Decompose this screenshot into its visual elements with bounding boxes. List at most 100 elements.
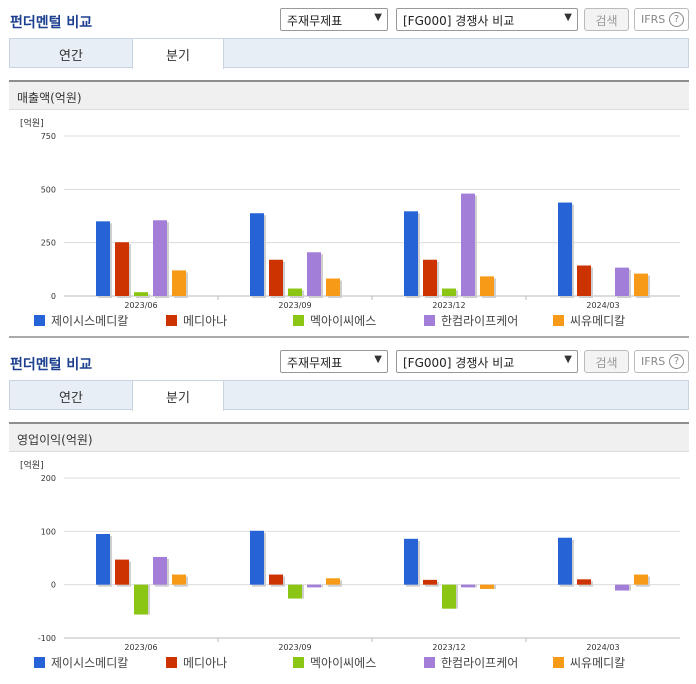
- x-tick-label: 2024/03: [586, 643, 619, 652]
- chart-title: 영업이익(억원): [17, 433, 93, 447]
- legend-item[interactable]: 제이시스메디칼: [34, 654, 128, 671]
- section-title: 펀더멘털 비교: [10, 15, 93, 31]
- chart-title-bar: 영업이익(억원): [9, 422, 689, 452]
- bar[interactable]: [442, 288, 456, 296]
- bar[interactable]: [558, 537, 572, 585]
- tab-quarter[interactable]: 분기: [132, 381, 224, 411]
- bar[interactable]: [461, 584, 475, 588]
- section-title: 펀더멘털 비교: [10, 357, 93, 373]
- bar[interactable]: [577, 265, 591, 296]
- bar[interactable]: [634, 574, 648, 585]
- bar[interactable]: [615, 584, 629, 591]
- legend-swatch: [424, 657, 435, 668]
- legend-item[interactable]: 제이시스메디칼: [34, 312, 128, 329]
- bar[interactable]: [404, 211, 418, 296]
- bar[interactable]: [480, 276, 494, 296]
- peer-group-select[interactable]: [FG000] 경쟁사 비교 ▼: [396, 8, 578, 31]
- legend-swatch: [293, 657, 304, 668]
- legend-swatch: [553, 657, 564, 668]
- bar[interactable]: [134, 584, 148, 615]
- statement-type-select[interactable]: 주재무제표 ▼: [280, 350, 388, 373]
- y-tick-label: 250: [41, 239, 56, 248]
- y-unit-label: [억원]: [20, 117, 44, 129]
- y-tick-label: 0: [51, 292, 56, 301]
- tab-annual[interactable]: 연간: [59, 49, 83, 64]
- search-button[interactable]: 검색: [584, 350, 629, 373]
- legend-item[interactable]: 씨유메디칼: [553, 654, 625, 671]
- bar[interactable]: [250, 530, 264, 585]
- legend-item[interactable]: 한컴라이프케어: [424, 312, 518, 329]
- legend-swatch: [424, 315, 435, 326]
- bar[interactable]: [577, 579, 591, 585]
- legend-label: 멕아이씨에스: [310, 656, 377, 670]
- bar[interactable]: [134, 292, 148, 296]
- question-icon: ?: [669, 12, 684, 27]
- bar[interactable]: [558, 202, 572, 296]
- bar[interactable]: [96, 534, 110, 585]
- legend-label: 제이시스메디칼: [51, 314, 129, 328]
- y-tick-label: 750: [41, 132, 56, 141]
- tab-annual[interactable]: 연간: [59, 391, 83, 406]
- legend-item[interactable]: 한컴라이프케어: [424, 654, 518, 671]
- legend-item[interactable]: 메디아나: [166, 312, 227, 329]
- legend-swatch: [166, 657, 177, 668]
- y-tick-label: 100: [41, 527, 56, 536]
- y-tick-label: 0: [51, 581, 56, 590]
- bar[interactable]: [404, 538, 418, 585]
- bar[interactable]: [634, 273, 648, 296]
- bar[interactable]: [288, 584, 302, 599]
- x-tick-label: 2024/03: [586, 301, 619, 310]
- legend-swatch: [34, 657, 45, 668]
- chart-title: 매출액(억원): [17, 91, 82, 105]
- chevron-down-icon: ▼: [564, 354, 572, 365]
- legend-label: 메디아나: [183, 656, 228, 670]
- x-tick-label: 2023/12: [432, 643, 465, 652]
- bar[interactable]: [423, 579, 437, 585]
- bar[interactable]: [423, 259, 437, 296]
- bar[interactable]: [250, 213, 264, 296]
- bar[interactable]: [115, 242, 129, 296]
- bar-shadow: [136, 294, 150, 298]
- bar[interactable]: [269, 259, 283, 296]
- x-tick-label: 2023/06: [124, 301, 157, 310]
- legend-swatch: [34, 315, 45, 326]
- bar[interactable]: [288, 288, 302, 296]
- bar[interactable]: [615, 267, 629, 296]
- ifrs-help-button[interactable]: IFRS ?: [634, 350, 689, 373]
- statement-type-select[interactable]: 주재무제표 ▼: [280, 8, 388, 31]
- chart-legend: 제이시스메디칼 메디아나 멕아이씨에스 한컴라이프케어 씨유메디칼: [0, 312, 696, 332]
- bar[interactable]: [461, 193, 475, 296]
- bar[interactable]: [480, 584, 494, 589]
- bar[interactable]: [307, 252, 321, 296]
- peer-group-select[interactable]: [FG000] 경쟁사 비교 ▼: [396, 350, 578, 373]
- bar[interactable]: [172, 270, 186, 296]
- bar[interactable]: [172, 574, 186, 585]
- legend-item[interactable]: 메디아나: [166, 654, 227, 671]
- section-divider: [9, 336, 689, 338]
- bar[interactable]: [115, 559, 129, 585]
- ifrs-help-button[interactable]: IFRS ?: [634, 8, 689, 31]
- legend-label: 제이시스메디칼: [51, 656, 129, 670]
- bar[interactable]: [442, 584, 456, 609]
- legend-item[interactable]: 씨유메디칼: [553, 312, 625, 329]
- legend-item[interactable]: 멕아이씨에스: [293, 654, 376, 671]
- section-header: 펀더멘털 비교 주재무제표 ▼ [FG000] 경쟁사 비교 ▼ 검색 IFRS…: [0, 342, 696, 380]
- bar[interactable]: [326, 278, 340, 296]
- bar[interactable]: [153, 220, 167, 296]
- tab-quarter[interactable]: 분기: [132, 39, 224, 69]
- period-tabs: 연간 분기: [9, 38, 689, 69]
- bar[interactable]: [307, 584, 321, 588]
- search-button[interactable]: 검색: [584, 8, 629, 31]
- bar[interactable]: [269, 574, 283, 585]
- period-tabs: 연간 분기: [9, 380, 689, 411]
- legend-swatch: [166, 315, 177, 326]
- bar[interactable]: [153, 556, 167, 585]
- bar[interactable]: [96, 221, 110, 296]
- legend-label: 메디아나: [183, 314, 228, 328]
- legend-item[interactable]: 멕아이씨에스: [293, 312, 376, 329]
- legend-swatch: [293, 315, 304, 326]
- legend-label: 한컴라이프케어: [441, 656, 519, 670]
- operating-profit-bar-chart: [억원] 200 100 0 -100 2023/06 2023/09 2023/12 2024…: [20, 459, 680, 652]
- bar[interactable]: [326, 578, 340, 585]
- legend-label: 씨유메디칼: [570, 656, 626, 670]
